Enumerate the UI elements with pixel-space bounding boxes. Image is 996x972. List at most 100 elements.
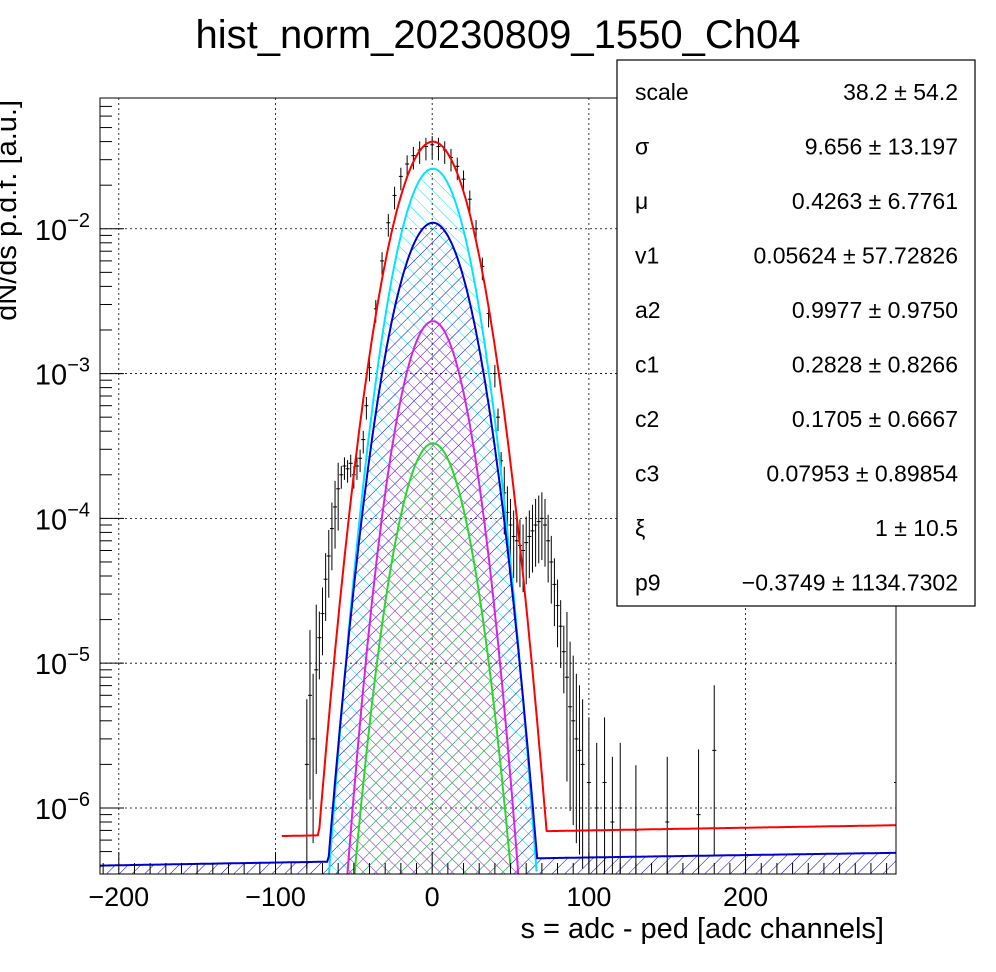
histogram-point xyxy=(411,146,416,170)
stats-param-name: μ xyxy=(635,188,648,214)
fit-curve xyxy=(281,140,896,837)
stats-param-name: c3 xyxy=(635,461,659,487)
stats-param-name: c1 xyxy=(635,352,659,378)
stats-param-name: ξ xyxy=(635,515,645,541)
x-tick-label: −100 xyxy=(245,882,306,912)
histogram-point xyxy=(561,625,566,694)
x-axis-label: s = adc - ped [adc channels] xyxy=(520,913,884,945)
histogram-point xyxy=(320,587,325,656)
y-tick-label: 10−2 xyxy=(35,210,90,247)
histogram-point xyxy=(311,673,316,844)
histogram-point xyxy=(336,462,341,531)
histogram-point xyxy=(552,558,557,627)
x-tick-label: −200 xyxy=(88,882,149,912)
chart-title: hist_norm_20230809_1550_Ch04 xyxy=(196,13,801,57)
histogram-point xyxy=(527,510,532,579)
stats-param-value: −0.3749 ± 1134.7302 xyxy=(742,570,958,596)
histogram-point xyxy=(364,397,369,420)
stats-param-value: 0.2828 ± 0.8266 xyxy=(792,352,958,378)
stats-param-value: 1 ± 10.5 xyxy=(875,515,958,541)
histogram-point xyxy=(558,600,563,668)
histogram-point xyxy=(314,604,319,775)
histogram-point xyxy=(467,190,472,214)
histogram-point xyxy=(304,699,309,869)
stats-param-value: 38.2 ± 54.2 xyxy=(843,79,958,105)
histogram-point xyxy=(610,756,615,874)
histogram-point xyxy=(342,457,347,480)
histogram-point xyxy=(392,186,397,210)
histogram-point xyxy=(386,214,391,237)
histogram-point xyxy=(380,252,385,275)
stats-param-name: a2 xyxy=(635,297,661,323)
histogram-point xyxy=(665,756,670,874)
histogram-point xyxy=(333,480,338,549)
fit-curves xyxy=(100,140,896,874)
histogram-point xyxy=(348,454,353,478)
fit-curve xyxy=(346,320,520,874)
stats-box-frame xyxy=(616,59,976,607)
fit-curve-fill xyxy=(100,222,896,874)
histogram-point xyxy=(436,137,441,161)
histogram-point xyxy=(546,514,551,583)
histogram-point xyxy=(496,408,500,432)
histogram-point xyxy=(455,157,460,181)
fit-curve xyxy=(353,442,512,874)
stats-param-name: σ xyxy=(635,134,649,160)
histogram-point xyxy=(307,630,312,800)
axis-ticks: −200 −100 0 100 200 10−6 10−5 10−4 10−3 10−2 xyxy=(35,97,888,912)
histogram-point xyxy=(696,749,701,874)
stats-param-name: p9 xyxy=(635,570,661,596)
y-tick-label: 10−3 xyxy=(35,355,90,392)
histogram-point xyxy=(543,498,548,567)
stats-param-value: 0.05624 ± 57.72826 xyxy=(754,243,958,269)
fit-curve xyxy=(328,167,538,874)
histogram-point xyxy=(345,460,350,483)
stats-param-value: 0.4263 ± 6.7761 xyxy=(792,188,958,214)
x-tick-label: 100 xyxy=(566,882,611,912)
x-tick-label: 200 xyxy=(723,882,768,912)
histogram-point xyxy=(323,553,328,621)
histogram-point xyxy=(524,516,529,585)
histogram-point xyxy=(492,364,497,388)
histogram-point xyxy=(586,717,591,874)
histogram-point xyxy=(339,466,344,489)
histogram-point xyxy=(618,742,623,874)
histogram-point xyxy=(530,504,535,573)
histogram-point xyxy=(329,502,334,571)
stats-param-name: v1 xyxy=(635,243,659,269)
stats-box: scale 38.2 ± 54.2 σ 9.656 ± 13.197 μ 0.4263 ±… xyxy=(616,59,976,607)
x-tick-label: 0 xyxy=(425,882,440,912)
histogram-point xyxy=(712,685,717,855)
stats-param-name: c2 xyxy=(635,406,659,432)
histogram-point xyxy=(326,529,331,598)
histogram-point xyxy=(398,167,403,191)
histogram-point xyxy=(580,699,585,869)
stats-param-value: 0.1705 ± 0.6667 xyxy=(792,406,958,432)
y-tick-label: 10−5 xyxy=(35,644,90,681)
histogram-point xyxy=(594,742,599,874)
stats-param-value: 0.07953 ± 0.89854 xyxy=(766,461,958,487)
histogram-point xyxy=(539,492,544,561)
y-tick-label: 10−4 xyxy=(35,499,90,536)
histogram-point xyxy=(555,579,560,648)
histogram xyxy=(304,136,896,874)
histogram-point xyxy=(361,430,366,454)
histogram-point xyxy=(577,685,582,855)
histogram-point xyxy=(430,136,435,159)
stats-param-value: 9.656 ± 13.197 xyxy=(805,134,958,160)
histogram-point xyxy=(358,449,363,473)
fit-curve xyxy=(100,221,896,867)
histogram-point xyxy=(602,717,607,874)
histogram-point xyxy=(894,717,896,874)
y-tick-label: 10−6 xyxy=(35,789,90,826)
histogram-point xyxy=(317,611,322,680)
stats-param-name: scale xyxy=(635,79,689,105)
y-axis-label: dN/ds p.d.f. [a.u.] xyxy=(0,100,23,321)
histogram-point xyxy=(571,655,576,826)
histogram-point xyxy=(533,498,538,567)
histogram-point xyxy=(564,612,569,782)
stats-param-value: 0.9977 ± 0.9750 xyxy=(792,297,958,323)
histogram-point xyxy=(511,510,516,579)
histogram-point xyxy=(568,641,573,812)
